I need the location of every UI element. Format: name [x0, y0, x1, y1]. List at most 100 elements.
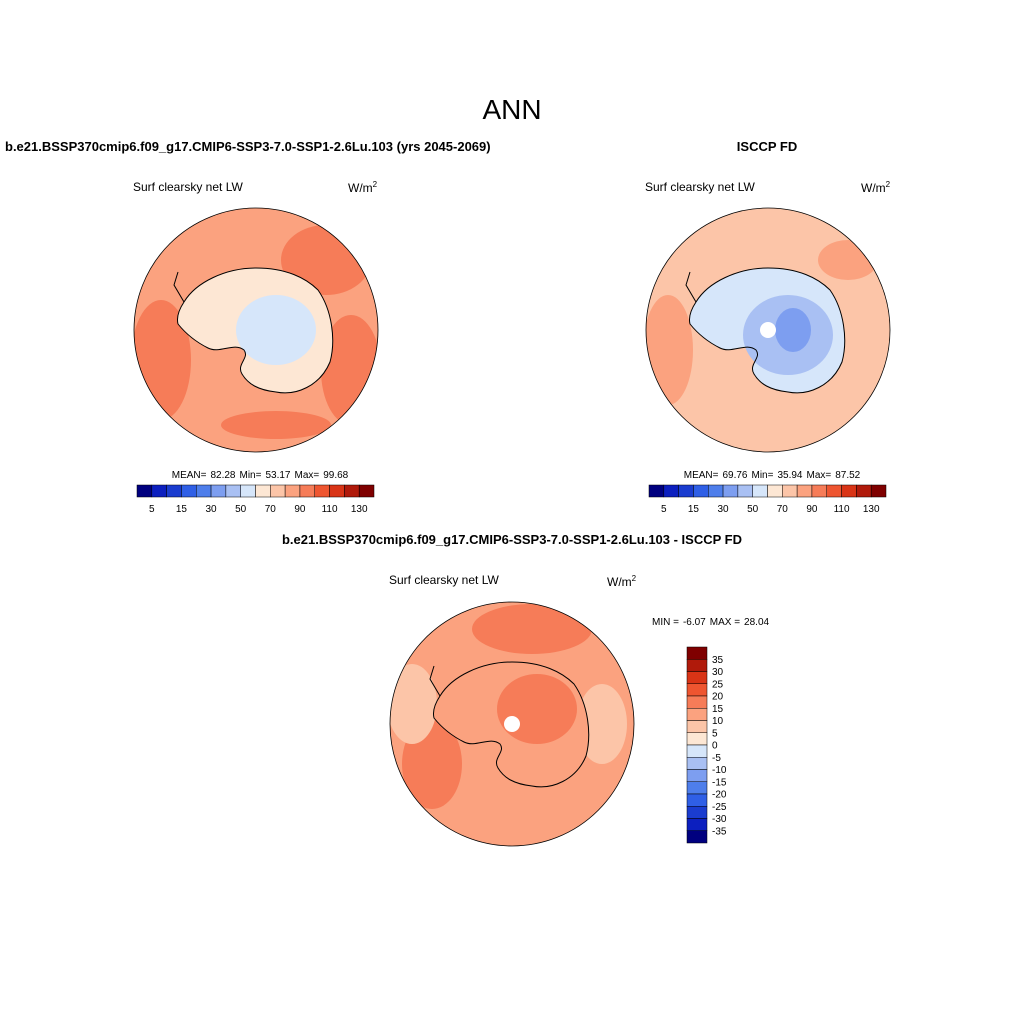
units: W/m: [348, 181, 373, 195]
colorbar-label: 20: [712, 692, 724, 703]
colorbar-label: 30: [712, 667, 724, 678]
stat-max-label: Max=: [294, 470, 319, 481]
colorbar-box: [686, 683, 708, 697]
colorbar-box: [663, 484, 679, 498]
colorbar-box: [856, 484, 872, 498]
colorbar-box: [686, 781, 708, 795]
panel-heading: b.e21.BSSP370cmip6.f09_g17.CMIP6-SSP3-7.…: [5, 139, 491, 154]
colorbar-label: 5: [149, 504, 155, 515]
panel-heading: b.e21.BSSP370cmip6.f09_g17.CMIP6-SSP3-7.…: [282, 532, 742, 547]
colorbar-box: [686, 671, 708, 684]
colorbar-box: [686, 732, 708, 746]
stat-min: -6.07: [683, 617, 706, 628]
polar-map: [645, 207, 891, 453]
stat-mean-label: MEAN=: [684, 470, 719, 481]
colorbar-box: [686, 659, 708, 672]
colorbar-box: [284, 484, 301, 498]
colorbar-box: [344, 484, 360, 498]
colorbar-box: [255, 484, 271, 498]
units-label: W/m2: [607, 574, 637, 589]
colorbar-box: [737, 484, 753, 498]
colorbar-box: [210, 484, 227, 498]
stat-mean: 69.76: [722, 470, 747, 481]
units: W/m: [861, 181, 886, 195]
colorbar-label: -35: [712, 826, 727, 837]
stat-min-label: Min=: [752, 470, 774, 481]
colorbar-box: [686, 695, 708, 709]
stat-max: 28.04: [744, 617, 769, 628]
stat-max: 99.68: [323, 470, 348, 481]
variable-label: Surf clearsky net LW: [645, 180, 755, 194]
stat-max-label: MAX =: [710, 617, 740, 628]
variable-label: Surf clearsky net LW: [389, 573, 499, 587]
colorbar-box: [686, 806, 708, 819]
colorbar-box: [722, 484, 739, 498]
colorbar-box: [841, 484, 857, 498]
colorbar-box: [299, 484, 315, 498]
colorbar-label: 70: [777, 504, 789, 515]
colorbar-label: 15: [688, 504, 700, 515]
colorbar-box: [678, 484, 694, 498]
colorbar-box: [686, 708, 708, 721]
stats: MEAN= 69.76 Min= 35.94 Max= 87.52: [684, 470, 861, 481]
colorbar-label: -15: [712, 777, 727, 788]
colorbar-label: 50: [235, 504, 247, 515]
colorbar-box: [870, 484, 887, 498]
colorbar-box: [225, 484, 241, 498]
variable-label: Surf clearsky net LW: [133, 180, 243, 194]
units-exponent: 2: [373, 180, 378, 189]
stat-min-label: MIN =: [652, 617, 679, 628]
colorbar-label: -30: [712, 814, 727, 825]
colorbar-label: 30: [718, 504, 730, 515]
colorbar-box: [767, 484, 783, 498]
colorbar-label: 0: [712, 741, 718, 752]
colorbar-label: 15: [176, 504, 188, 515]
colorbar-label: 15: [712, 704, 724, 715]
colorbar-label: -20: [712, 790, 727, 801]
colorbar-box: [648, 484, 665, 498]
colorbar-box: [196, 484, 212, 498]
colorbar-label: 70: [265, 504, 277, 515]
colorbar-label: 25: [712, 679, 724, 690]
colorbar-box: [686, 793, 708, 807]
colorbar-box: [708, 484, 724, 498]
stat-max-label: Max=: [806, 470, 831, 481]
stat-mean-label: MEAN=: [172, 470, 207, 481]
units-exponent: 2: [632, 574, 637, 583]
colorbar-label: 110: [322, 504, 338, 515]
colorbar-box: [686, 744, 708, 758]
colorbar-label: 90: [806, 504, 818, 515]
colorbar-box: [358, 484, 375, 498]
colorbar-box: [693, 484, 709, 498]
colorbar-label: 130: [351, 504, 368, 515]
stat-min: 35.94: [777, 470, 802, 481]
colorbar-box: [136, 484, 153, 498]
units-exponent: 2: [886, 180, 891, 189]
colorbar-box: [752, 484, 768, 498]
colorbar-box: [686, 769, 708, 782]
units: W/m: [607, 575, 632, 589]
colorbar-label: -25: [712, 802, 727, 813]
stat-max: 87.52: [835, 470, 860, 481]
stats: MEAN= 82.28 Min= 53.17 Max= 99.68: [172, 470, 349, 481]
polar-map: [389, 601, 635, 847]
colorbar-label: 90: [294, 504, 306, 515]
stat-min-label: Min=: [240, 470, 262, 481]
colorbar-box: [329, 484, 345, 498]
colorbar-box: [270, 484, 286, 498]
colorbar-box: [166, 484, 182, 498]
colorbar-label: 10: [712, 716, 724, 727]
colorbar-box: [826, 484, 842, 498]
stats: MIN = -6.07 MAX = 28.04: [652, 617, 770, 628]
polar-map: [133, 207, 379, 453]
colorbar-box: [686, 646, 708, 660]
colorbar-label: 5: [661, 504, 667, 515]
colorbar-box: [181, 484, 197, 498]
colorbar-box: [240, 484, 256, 498]
colorbar-box: [686, 720, 708, 733]
colorbar-box: [686, 757, 708, 770]
stat-mean: 82.28: [210, 470, 235, 481]
colorbar-box: [811, 484, 827, 498]
colorbar-label: 110: [834, 504, 850, 515]
